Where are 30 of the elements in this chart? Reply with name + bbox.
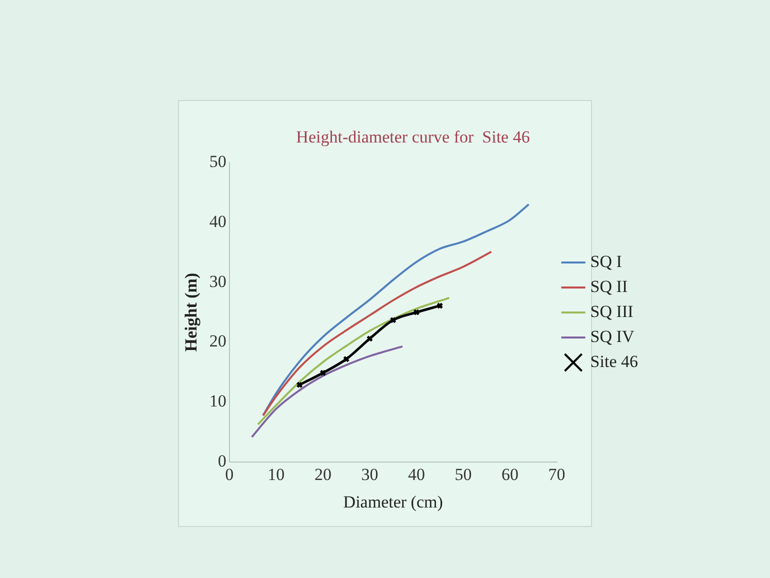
point [413,308,420,316]
line-series [262,250,492,416]
y-tick-label: 40 [209,212,226,231]
x-tick-label: 40 [408,464,425,484]
legend-label: SQ IV [590,326,635,346]
y-tick-label: 30 [209,272,226,291]
y-axis-title: Height (m) [182,272,201,352]
x-tick-label: 20 [314,464,332,484]
x-tick-label: 50 [454,464,472,484]
point [366,335,374,342]
chart-title: Height-diameter curve for Site 46 [296,128,530,147]
y-tick-label: 50 [209,152,226,171]
legend-label: SQ II [590,276,628,296]
x-tick-label: 70 [548,464,566,484]
line-series [256,296,450,426]
y-tick-label: 20 [209,332,226,351]
y-tick-label: 10 [209,392,226,411]
point [342,356,350,362]
legend-label: SQ I [590,252,622,271]
point [390,316,396,324]
line-series [262,203,530,416]
point [320,369,326,376]
legend-label: SQ III [590,302,634,321]
y-tick-label: 0 [218,452,226,471]
legend-label: Site 46 [590,352,638,371]
x-tick-label: 60 [502,464,519,484]
x-axis-title: Diameter (cm) [343,492,443,512]
x-tick-label: 30 [361,464,378,484]
line-series [250,345,404,438]
x-tick-label: 10 [268,464,285,484]
